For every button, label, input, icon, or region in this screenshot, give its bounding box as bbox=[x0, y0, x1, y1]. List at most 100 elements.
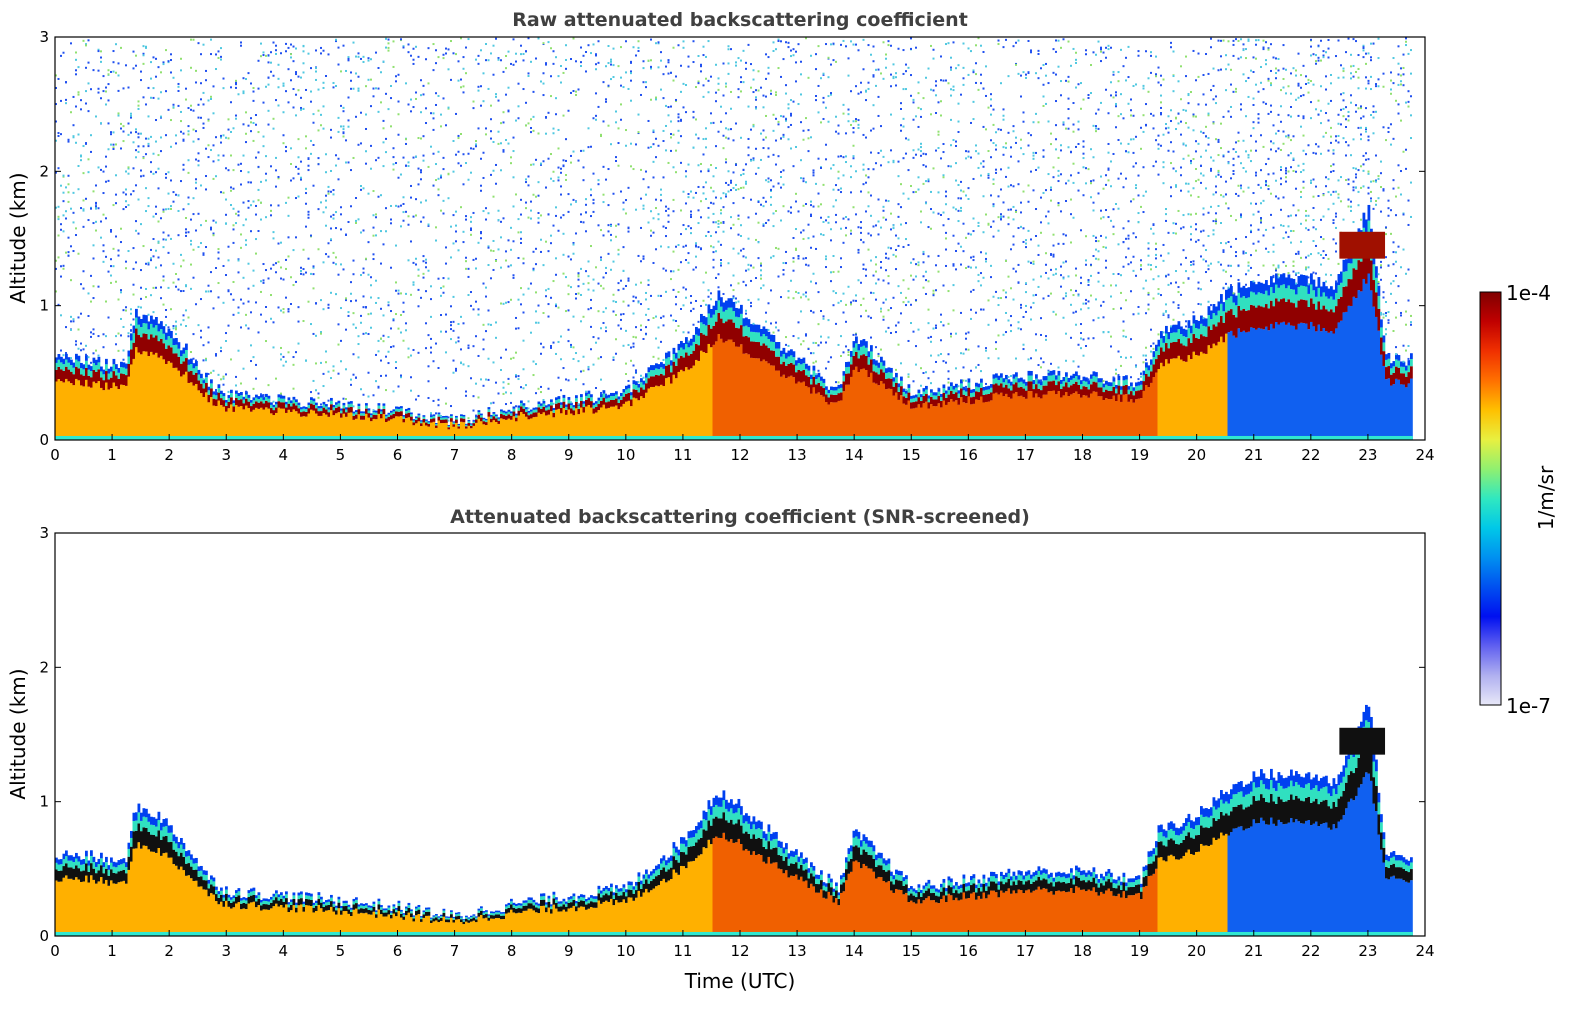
p1-data-column bbox=[650, 365, 653, 371]
p1-noise-point bbox=[442, 57, 445, 60]
p1-noise-point bbox=[837, 155, 840, 158]
p1-data-column bbox=[470, 425, 473, 429]
p1-noise-point bbox=[885, 199, 887, 202]
p1-data-column bbox=[657, 375, 661, 387]
p1-data-column bbox=[177, 370, 181, 440]
p1-noise-point bbox=[342, 132, 345, 135]
p1-data-column bbox=[440, 417, 443, 420]
p1-noise-point bbox=[787, 126, 790, 129]
p1-noise-point bbox=[185, 216, 187, 219]
p1-data-column bbox=[167, 328, 171, 337]
p1-noise-point bbox=[885, 256, 887, 259]
p1-surface-strip bbox=[710, 435, 713, 440]
p1-noise-point bbox=[542, 312, 545, 315]
p1-data-column bbox=[97, 362, 101, 370]
p1-surface-strip bbox=[185, 435, 188, 440]
p1-noise-point bbox=[350, 169, 352, 172]
p1-noise-point bbox=[447, 68, 450, 71]
p1-noise-point bbox=[490, 277, 492, 280]
p1-surface-strip bbox=[145, 435, 148, 440]
p1-data-column bbox=[200, 383, 203, 394]
p1-noise-point bbox=[242, 123, 245, 126]
p1-noise-point bbox=[287, 196, 290, 199]
p1-noise-point bbox=[410, 389, 412, 392]
p1-noise-point bbox=[385, 151, 387, 154]
p1-noise-point bbox=[152, 96, 155, 99]
p1-data-column bbox=[540, 408, 543, 415]
p1-data-column bbox=[665, 378, 668, 440]
p1-noise-point bbox=[245, 132, 247, 135]
p1-data-column bbox=[630, 395, 633, 400]
p1-noise-point bbox=[560, 65, 562, 68]
p1-noise-point bbox=[642, 204, 645, 207]
p1-surface-strip bbox=[95, 435, 98, 440]
p1-data-column bbox=[600, 397, 603, 401]
p1-data-column bbox=[262, 403, 266, 410]
p1-data-column bbox=[362, 411, 366, 414]
p1-noise-point bbox=[630, 70, 632, 73]
p1-noise-point bbox=[142, 157, 145, 160]
p1-noise-point bbox=[725, 82, 727, 85]
p1-noise-point bbox=[715, 145, 717, 148]
p1-noise-point bbox=[120, 289, 122, 292]
p1-noise-point bbox=[717, 286, 720, 289]
p1-noise-point bbox=[155, 171, 157, 174]
p1-noise-point bbox=[575, 297, 577, 300]
p1-data-column bbox=[765, 345, 768, 362]
p1-data-column bbox=[65, 366, 68, 379]
p1-noise-point bbox=[847, 113, 850, 116]
p1-noise-point bbox=[510, 392, 512, 395]
p1-surface-strip bbox=[797, 435, 801, 440]
p1-noise-point bbox=[92, 244, 95, 247]
p1-data-column bbox=[377, 408, 381, 414]
p1-data-column bbox=[415, 418, 418, 420]
p1-data-column bbox=[517, 407, 521, 411]
p1-data-column bbox=[790, 349, 793, 356]
p1-noise-point bbox=[727, 62, 730, 65]
p1-noise-point bbox=[70, 245, 72, 248]
p1-noise-point bbox=[425, 107, 427, 110]
p1-noise-point bbox=[817, 323, 820, 326]
p1-data-column bbox=[685, 343, 688, 353]
p1-data-column bbox=[502, 415, 506, 420]
p1-data-column bbox=[880, 369, 883, 382]
p1-noise-point bbox=[547, 111, 550, 114]
p1-noise-point bbox=[655, 248, 657, 251]
p1-data-column bbox=[480, 417, 483, 422]
p1-noise-point bbox=[857, 251, 860, 254]
p1-data-column bbox=[62, 370, 66, 383]
p1-noise-point bbox=[250, 117, 252, 120]
p1-noise-point bbox=[140, 286, 142, 289]
p1-data-column bbox=[375, 415, 378, 420]
p1-data-column bbox=[390, 419, 393, 440]
p1-data-column bbox=[710, 309, 713, 318]
p1-noise-point bbox=[772, 49, 775, 52]
p1-data-column bbox=[747, 337, 751, 355]
p1-noise-point bbox=[112, 143, 115, 146]
p1-noise-point bbox=[762, 106, 765, 109]
p1-data-column bbox=[667, 357, 671, 365]
p1-noise-point bbox=[157, 240, 160, 243]
p1-noise-point bbox=[560, 335, 562, 338]
p1-noise-point bbox=[130, 116, 132, 119]
p1-noise-point bbox=[567, 210, 570, 213]
p1-data-column bbox=[387, 412, 391, 415]
p1-noise-point bbox=[227, 245, 230, 248]
p1-data-column bbox=[402, 415, 406, 417]
p1-noise-point bbox=[207, 119, 210, 122]
p1-noise-point bbox=[450, 324, 452, 327]
p1-noise-point bbox=[77, 328, 80, 331]
p1-data-column bbox=[217, 392, 221, 401]
p1-data-column bbox=[367, 410, 371, 414]
p1-data-column bbox=[730, 307, 733, 320]
p1-data-column bbox=[605, 395, 608, 399]
p1-data-column bbox=[810, 393, 813, 440]
p1-data-column bbox=[657, 364, 661, 370]
p1-noise-point bbox=[562, 114, 565, 117]
p1-noise-point bbox=[457, 150, 460, 153]
p1-data-column bbox=[815, 393, 818, 440]
p1-noise-point bbox=[532, 193, 535, 196]
p1-surface-strip bbox=[352, 435, 356, 440]
p1-noise-point bbox=[440, 125, 442, 128]
p1-noise-point bbox=[87, 39, 90, 42]
